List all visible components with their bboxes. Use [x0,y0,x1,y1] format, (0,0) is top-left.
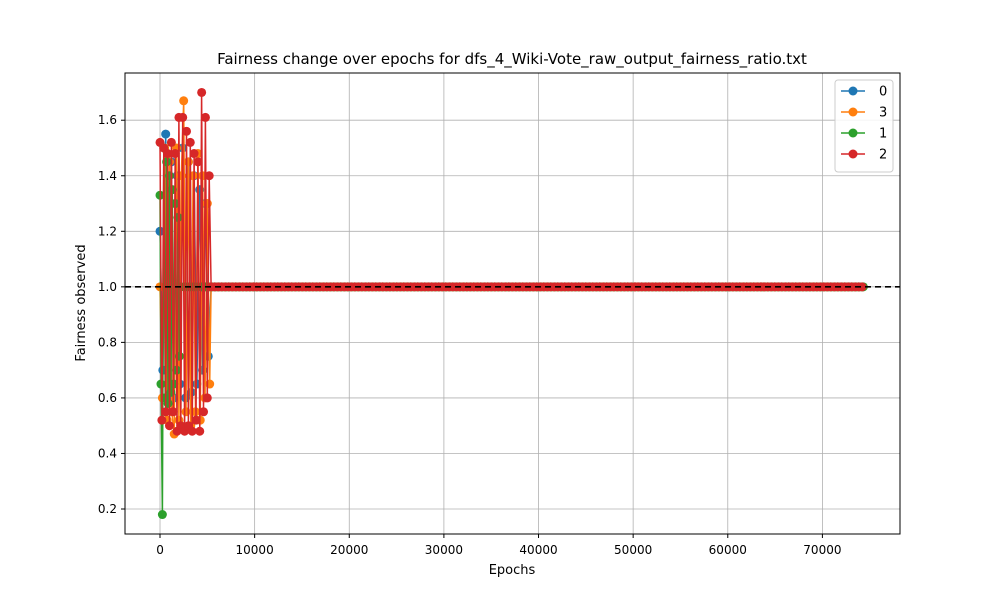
x-tick-label: 30000 [425,543,463,557]
y-tick-label: 1.0 [98,280,117,294]
axes-frame [124,72,901,535]
y-tick-label: 0.8 [98,335,117,349]
data-point [179,96,189,106]
legend-marker-3 [848,107,858,117]
x-tick-label: 50000 [614,543,652,557]
x-tick-label: 70000 [803,543,841,557]
legend-label-0: 0 [879,85,887,100]
data-point [183,157,193,167]
data-point [191,415,201,425]
plot-background [125,73,900,534]
grid-lines [125,73,900,534]
data-point [857,282,867,292]
data-point [202,393,212,403]
plot-area [125,73,900,534]
x-tick-label: 20000 [330,543,368,557]
series-2 [155,87,867,436]
data-point [164,171,174,181]
data-point [204,171,214,181]
data-point [168,407,178,417]
data-point [185,137,195,147]
x-tick-label: 60000 [709,543,747,557]
data-point [157,415,167,425]
legend-label-3: 3 [879,106,887,121]
data-point [157,510,167,520]
data-point [200,112,210,122]
legend-label-1: 1 [879,127,887,142]
y-tick-label: 1.2 [98,224,117,238]
y-tick-label: 0.4 [98,446,117,460]
data-point [199,407,209,417]
legend-box [834,79,894,173]
data-point [197,87,207,97]
legend-marker-2 [848,149,858,159]
series-layer [155,87,868,520]
y-tick-label: 1.4 [98,169,117,183]
legend-marker-0 [848,86,858,96]
x-axis-ticks: 0 10000 20000 30000 40000 50000 60000 70000 [156,534,841,557]
data-point [178,112,188,122]
data-point [161,129,171,139]
data-point [189,149,199,159]
data-point [163,149,173,159]
x-tick-label: 40000 [519,543,557,557]
data-point [187,426,197,436]
data-point [170,149,180,159]
chart-title: Fairness change over epochs for dfs_4_Wi… [217,50,807,69]
y-axis-label: Fairness observed [74,244,89,361]
data-point [164,421,174,431]
legend: 0 3 1 2 [834,79,894,173]
y-tick-label: 0.6 [98,391,117,405]
x-tick-label: 0 [156,543,164,557]
data-point [182,126,192,136]
y-tick-label: 0.2 [98,502,117,516]
legend-label-2: 2 [879,148,887,163]
x-axis-label: Epochs [489,563,536,578]
x-tick-label: 10000 [236,543,274,557]
legend-marker-1 [848,128,858,138]
data-point [161,407,171,417]
y-axis-ticks: 0.2 0.4 0.6 0.8 1.0 1.2 1.4 1.6 [98,113,125,516]
data-point [193,157,203,167]
plot-frame [124,72,901,535]
data-point [195,426,205,436]
y-tick-label: 1.6 [98,113,117,127]
data-point [166,137,176,147]
